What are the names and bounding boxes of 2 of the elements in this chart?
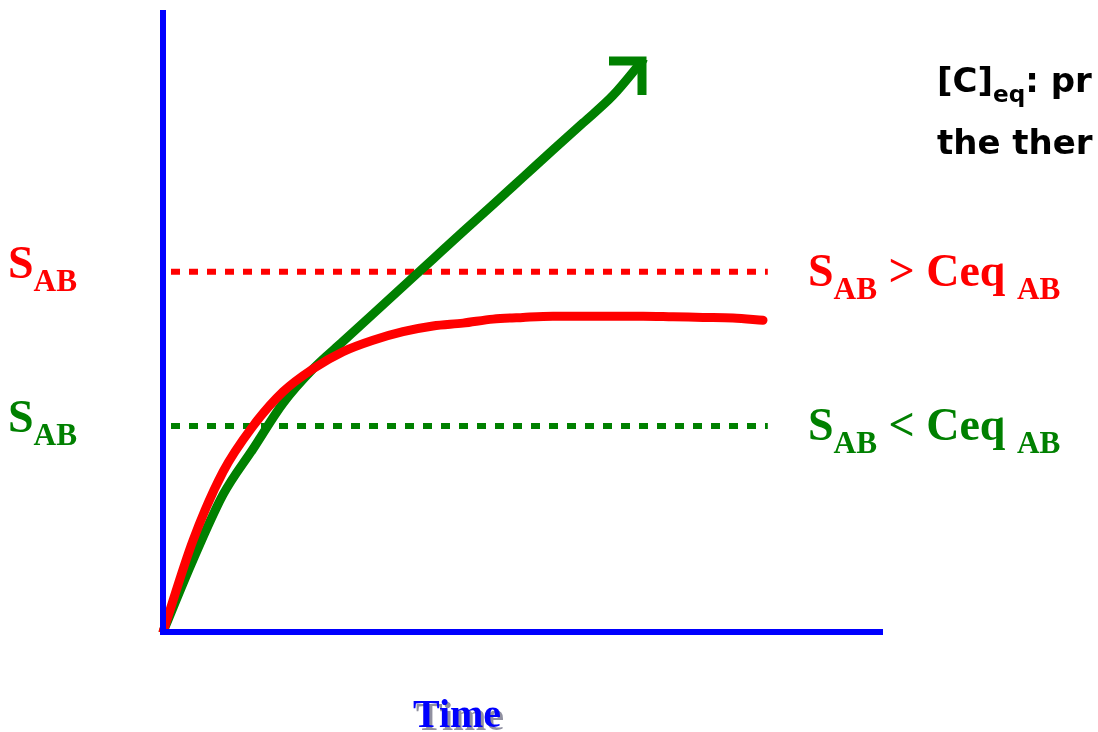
text: the ther [937, 122, 1093, 162]
x-axis-title: Time [412, 691, 502, 732]
